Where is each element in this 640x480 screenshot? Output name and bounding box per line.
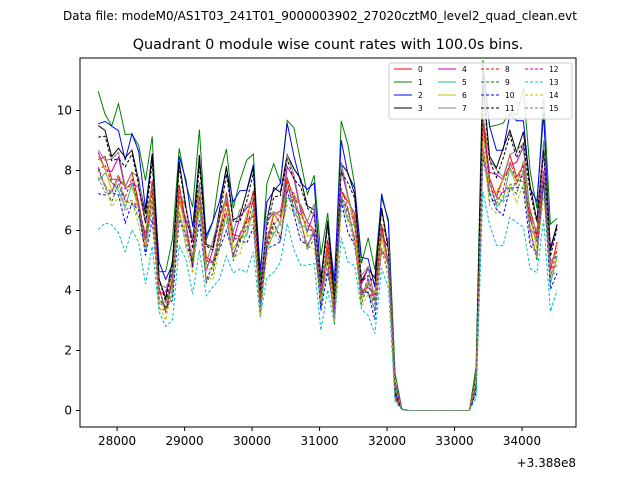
x-tick-label: 32000	[368, 434, 406, 448]
y-tick-label: 2	[64, 344, 72, 358]
legend-label-1: 1	[418, 78, 423, 87]
legend-label-11: 11	[505, 104, 515, 113]
legend-label-7: 7	[462, 104, 467, 113]
x-tick-label: 30000	[233, 434, 271, 448]
legend-label-10: 10	[505, 91, 515, 100]
x-tick-label: 34000	[503, 434, 541, 448]
figure-suptitle: Data file: modeM0/AS1T03_241T01_90000039…	[63, 9, 577, 23]
legend-label-15: 15	[549, 104, 559, 113]
series-line-15	[97, 152, 558, 411]
legend-label-9: 9	[505, 78, 510, 87]
series-line-4	[97, 125, 558, 411]
series-line-8	[97, 123, 558, 411]
series-line-14	[97, 143, 558, 411]
series-line-2	[98, 71, 558, 411]
y-axis: 0 2 4 6 8 10	[57, 104, 80, 418]
chart-title: Quadrant 0 module wise count rates with …	[133, 37, 524, 53]
x-offset-label: +3.388e8	[517, 456, 576, 470]
legend-label-14: 14	[549, 91, 559, 100]
y-tick-label: 0	[64, 404, 72, 418]
series-line-9	[97, 146, 558, 411]
legend-label-0: 0	[418, 65, 423, 74]
legend-label-3: 3	[418, 104, 423, 113]
legend-label-5: 5	[462, 78, 467, 87]
y-tick-label: 4	[64, 284, 72, 298]
x-tick-label: 28000	[98, 434, 136, 448]
legend-label-12: 12	[549, 65, 559, 74]
x-tick-label: 33000	[435, 434, 473, 448]
series-line-3	[97, 82, 558, 411]
plot-spines	[79, 57, 577, 428]
legend-label-13: 13	[549, 78, 559, 87]
series-line-12	[97, 145, 558, 411]
y-tick-label: 6	[64, 224, 72, 238]
legend-label-4: 4	[462, 65, 467, 74]
y-tick-label: 8	[64, 164, 72, 178]
y-tick-label: 10	[57, 104, 72, 118]
series-line-11	[98, 89, 558, 411]
series-line-13	[97, 191, 558, 411]
series-layer	[97, 60, 558, 411]
legend-frame	[388, 62, 573, 120]
legend-label-6: 6	[462, 91, 467, 100]
series-line-10	[98, 157, 558, 411]
legend-label-2: 2	[418, 91, 423, 100]
legend-label-8: 8	[505, 65, 510, 74]
x-tick-label: 31000	[300, 434, 338, 448]
x-tick-label: 29000	[166, 434, 204, 448]
x-axis: 28000 29000 30000 31000 32000 33000 34000	[98, 427, 541, 448]
